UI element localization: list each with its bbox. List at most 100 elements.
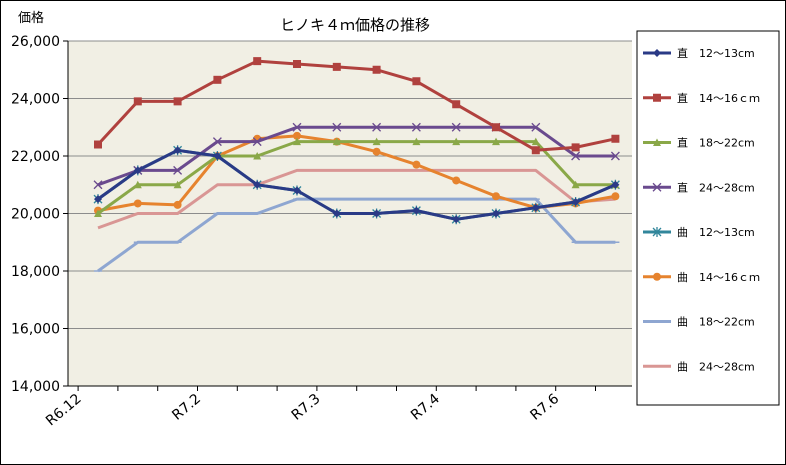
data-point [332,122,342,132]
legend-label: 曲 24～28cm [677,360,755,373]
data-point [412,137,421,146]
data-point [571,198,580,206]
data-point [213,75,222,84]
data-point [411,122,421,132]
chart-title: ヒノキ４ｍ価格の推移 [280,16,430,34]
data-point [571,151,581,161]
data-point [253,152,262,160]
legend-item-1: 直 12～13cm [643,46,755,60]
series-7 [94,197,620,273]
data-point [653,93,661,102]
data-point [451,122,461,132]
data-point [452,176,461,185]
data-point [133,180,142,189]
data-point [652,182,662,192]
series-line [97,125,616,187]
legend-item-5: 曲 12～13cm [643,226,755,239]
data-point [412,77,421,86]
legend-label: 曲 14～16ｃｍ [677,271,760,284]
data-point [531,137,540,146]
legend-item-6: 曲 14～16ｃｍ [643,271,760,284]
data-point [531,122,541,132]
series-line [96,59,616,152]
data-point [653,49,661,57]
data-point [173,180,182,189]
data-point [133,199,142,208]
legend-label: 直 18～22cm [677,136,755,150]
data-point [372,147,381,156]
data-point [253,57,262,66]
legend-item-3: 直 18～22cm [643,136,755,150]
series-2 [94,57,620,155]
data-point [252,137,262,147]
series-line [97,197,616,273]
legend-label: 曲 12～13cm [677,226,755,239]
series-line [97,140,616,215]
data-point [492,137,500,146]
legend-label: 直 12～13cm [677,46,755,60]
data-point [332,137,341,146]
y-tick-label: 20,000 [11,207,60,223]
legend-box [636,30,780,406]
data-point [653,138,661,146]
series-6 [94,131,620,215]
data-point [133,166,142,175]
y-tick-label: 14,000 [11,379,60,395]
data-point [412,160,421,169]
data-point [492,192,500,201]
data-point [292,122,302,132]
series-line [97,134,616,213]
data-point [133,97,142,106]
data-point [571,143,580,152]
legend-label: 曲 18～22cm [677,316,755,329]
data-point [372,65,381,74]
data-point [293,60,301,68]
y-tick-label: 16,000 [11,322,60,338]
data-point [611,180,620,189]
data-point [412,206,421,215]
data-point [611,192,620,201]
data-point [492,209,500,218]
data-point [173,165,183,175]
series-8 [97,168,616,230]
data-point [492,123,500,132]
data-point [173,200,182,209]
legend-item-2: 直 14～16ｃｍ [643,91,760,105]
legend-item-8: 曲 24～28cm [643,360,755,373]
data-point [653,272,661,281]
series-group [93,57,620,273]
data-point [93,180,103,190]
y-tick-label: 24,000 [11,92,60,108]
y-tick-label: 18,000 [11,264,60,280]
data-point [611,134,620,143]
data-point [531,203,540,212]
data-point [531,146,540,155]
legend: 直 12～13cm 直 14～16ｃｍ 直 18～22cm 直 24～28cm 曲 12… [636,30,780,406]
legend-label: 直 14～16ｃｍ [677,91,760,105]
data-point [173,97,182,106]
data-point [332,62,341,71]
series-1 [94,146,620,224]
y-axis-title: 価格 [18,10,44,26]
data-point [293,186,301,195]
data-point [94,209,102,217]
y-tick-label: 22,000 [11,149,60,165]
data-point [372,209,381,218]
data-point [610,151,620,161]
legend-item-7: 曲 18～22cm [643,316,755,329]
data-point [452,215,461,224]
data-point [372,137,381,146]
data-point [213,152,222,160]
data-point [571,180,580,189]
data-point [293,131,301,140]
data-point [293,137,301,146]
data-point [652,227,662,237]
data-point [212,137,222,147]
data-point [94,140,102,149]
data-point [94,195,102,204]
data-point [452,137,461,146]
legend-item-4: 直 24～28cm [643,180,755,194]
data-point [253,180,262,189]
